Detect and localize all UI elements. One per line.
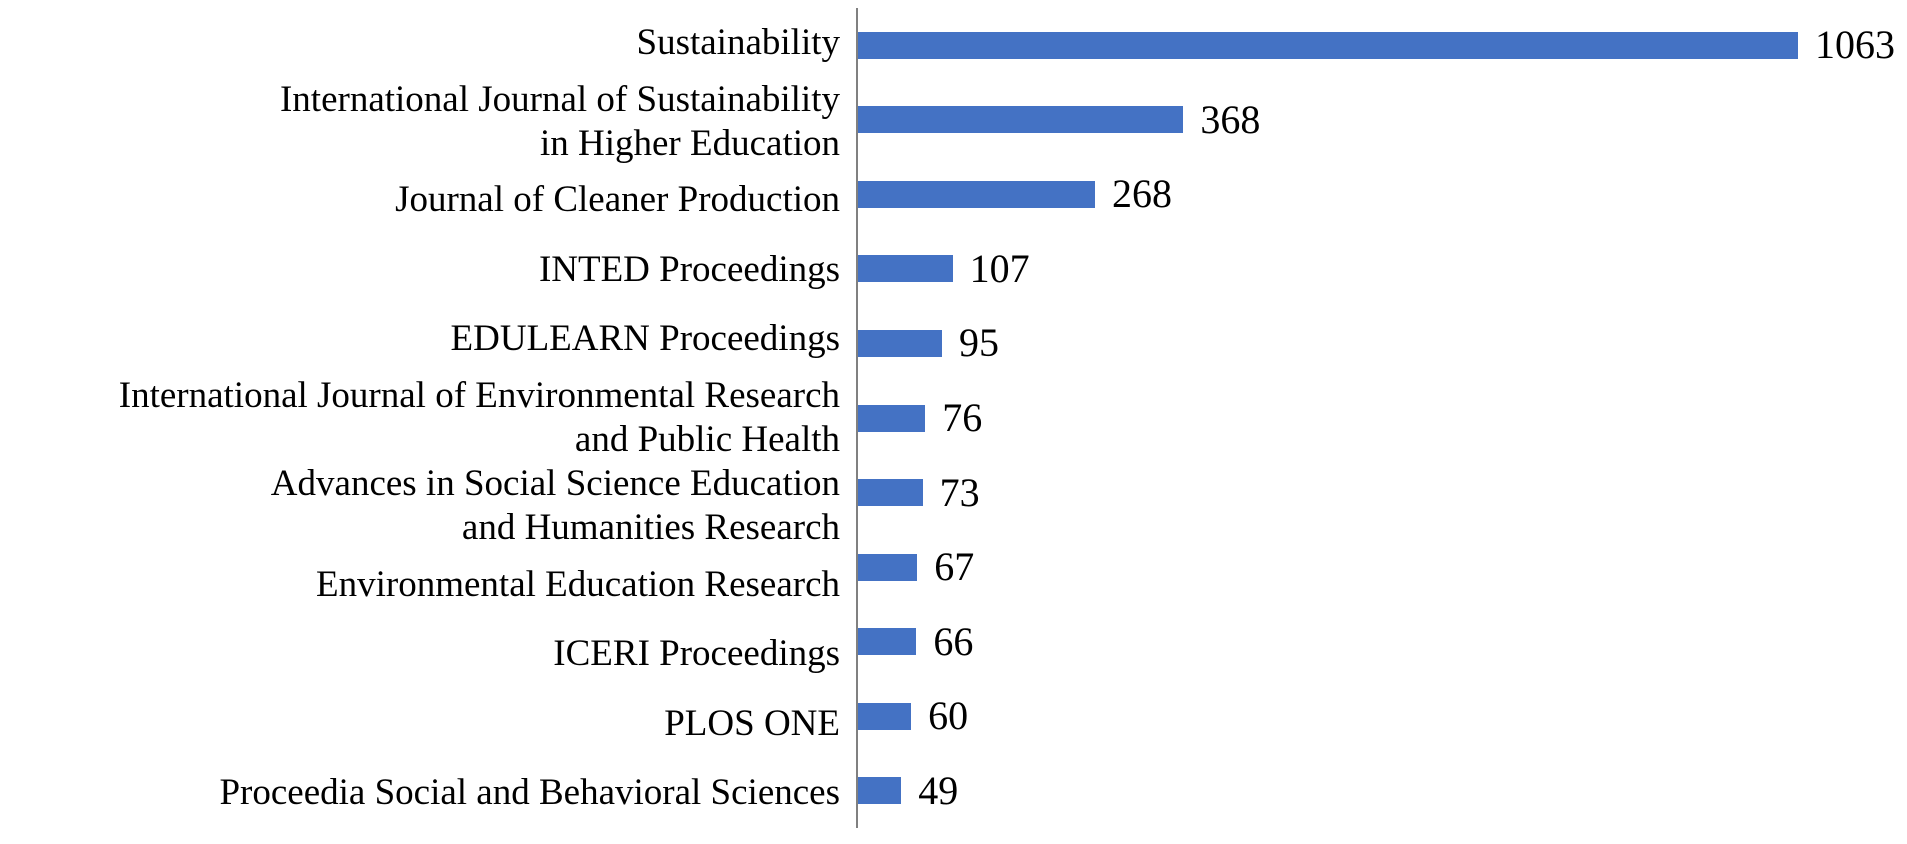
category-label-line: EDULEARN Proceedings	[450, 318, 840, 360]
category-label-line: and Public Health	[574, 419, 840, 460]
category-label-line: International Journal of Sustainability	[279, 78, 840, 120]
category-label-line: Proceedia Social and Behavioral Sciences	[219, 772, 840, 814]
bar	[858, 702, 912, 730]
value-label: 60	[928, 693, 969, 739]
category-label-line: Sustainability	[636, 21, 841, 63]
value-label: 1063	[1815, 22, 1895, 68]
category-label-line: Environmental Education Research	[316, 563, 840, 605]
bar-row: 268	[858, 157, 1907, 232]
value-label: 95	[959, 320, 999, 366]
bar	[858, 255, 953, 283]
category-label: Advances in Social Science Education and …	[0, 462, 840, 550]
value-label: 67	[934, 544, 975, 590]
value-label: 76	[942, 395, 983, 440]
bar	[858, 479, 923, 507]
bar-row: 95	[858, 306, 1907, 381]
bar	[858, 180, 1095, 208]
bar-row: 368	[858, 83, 1907, 158]
category-label: ICERI Proceedings	[0, 620, 840, 690]
category-label-line: in Higher Education	[539, 122, 840, 164]
value-label: 368	[1200, 96, 1261, 142]
y-axis-line	[856, 8, 858, 828]
bar-row: 49	[858, 753, 1907, 828]
category-label-line: PLOS ONE	[664, 702, 840, 744]
bar	[858, 31, 1798, 59]
category-label-line: INTED Proceedings	[538, 248, 840, 290]
bar	[858, 106, 1184, 134]
category-label: International Journal of Environmental R…	[0, 374, 840, 462]
category-label: International Journal of Sustainability i…	[0, 78, 840, 166]
bar-row: 76	[858, 381, 1907, 456]
bar	[858, 628, 917, 656]
bar	[858, 777, 902, 805]
value-label: 107	[969, 245, 1030, 291]
bar-row: 1063	[858, 8, 1907, 83]
category-label: Environmental Education Research	[0, 550, 840, 620]
category-label: INTED Proceedings	[0, 235, 840, 305]
category-label-line: Advances in Social Science Education	[270, 463, 840, 504]
category-label: EDULEARN Proceedings	[0, 305, 840, 375]
bar-row: 60	[858, 679, 1907, 754]
value-label: 268	[1112, 171, 1172, 217]
bar	[858, 329, 942, 357]
bar-row: 67	[858, 530, 1907, 605]
bar	[858, 404, 926, 432]
bar-row: 66	[858, 604, 1907, 679]
value-label: 66	[933, 618, 974, 664]
category-labels: Sustainability International Journal of S…	[0, 8, 840, 828]
bar	[858, 553, 918, 581]
category-label: Journal of Cleaner Production	[0, 166, 840, 236]
value-label: 73	[939, 469, 980, 515]
category-label-line: ICERI Proceedings	[553, 633, 840, 675]
category-label-line: International Journal of Environmental R…	[118, 375, 840, 416]
category-label: Proceedia Social and Behavioral Sciences	[0, 759, 840, 829]
bar-row: 73	[858, 455, 1907, 530]
category-label-line: and Humanities Research	[461, 507, 840, 548]
category-label: PLOS ONE	[0, 689, 840, 759]
value-label: 49	[918, 767, 959, 813]
plot-area: 1063 368 268 107 95 76 73 67 66 60 49	[858, 8, 1907, 828]
bar-row: 107	[858, 232, 1907, 307]
category-label-line: Journal of Cleaner Production	[395, 179, 840, 221]
category-label: Sustainability	[0, 8, 841, 78]
